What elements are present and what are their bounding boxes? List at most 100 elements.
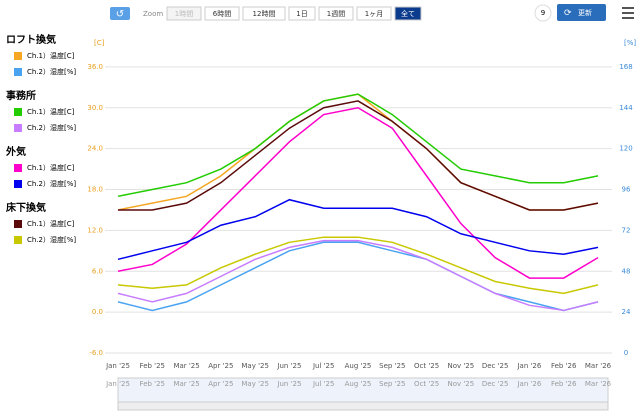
range-label: 12時間	[253, 10, 276, 18]
x-tick-label: Jan '26	[516, 362, 541, 370]
range-label: 1日	[296, 10, 307, 18]
x-tick-label: Aug '25	[345, 362, 372, 370]
back-button[interactable]	[110, 7, 130, 20]
navigator-label: Jan '26	[516, 380, 541, 388]
series-line	[117, 236, 599, 295]
range-label: 1ヶ月	[365, 10, 383, 18]
series-line	[117, 198, 599, 261]
navigator-label: Jan '25	[105, 380, 130, 388]
navigator-label: Feb '25	[140, 380, 165, 388]
y2-tick-label: 168	[619, 63, 632, 71]
x-tick-label: Jan '25	[105, 362, 130, 370]
legend-swatch[interactable]	[14, 236, 22, 244]
legend-swatch[interactable]	[14, 68, 22, 76]
legend-swatch[interactable]	[14, 164, 22, 172]
x-tick-label: Jun '25	[276, 362, 301, 370]
legend-label: Ch.2）湿度[%]	[27, 235, 76, 244]
back-icon: ↺	[116, 9, 124, 20]
navigator-label: Dec '25	[482, 380, 509, 388]
x-tick-label: Feb '25	[140, 362, 165, 370]
y-tick-label: 12.0	[87, 226, 103, 234]
navigator-label: May '25	[241, 380, 269, 388]
navigator-label: Sep '25	[379, 380, 405, 388]
range-button[interactable]	[356, 6, 392, 21]
y2-tick-label: 0	[624, 349, 628, 357]
legend-swatch[interactable]	[14, 180, 22, 188]
legend-label: Ch.2）湿度[%]	[27, 123, 76, 132]
legend-group: 外気	[5, 145, 26, 158]
range-label: 1週間	[327, 9, 345, 18]
navigator-label: Mar '26	[585, 380, 612, 388]
y2-tick-label: 120	[619, 145, 632, 153]
navigator-label: Mar '25	[173, 380, 199, 388]
x-tick-label: Oct '25	[414, 362, 439, 370]
y2-tick-label: 72	[622, 226, 631, 234]
navigator-label: Jun '25	[276, 380, 301, 388]
legend-swatch[interactable]	[14, 220, 22, 228]
y-tick-label: -6.0	[89, 349, 103, 357]
scrollbar[interactable]	[117, 401, 609, 411]
range-button[interactable]	[394, 6, 422, 21]
series-line	[117, 106, 599, 279]
legend-swatch[interactable]	[14, 124, 22, 132]
zoom-label: Zoom	[143, 10, 163, 18]
x-tick-label: Jul '25	[312, 362, 335, 370]
navigator-label: Apr '25	[208, 380, 233, 388]
x-tick-label: Mar '26	[585, 362, 612, 370]
update-button[interactable]	[557, 4, 606, 21]
y-tick-label: 30.0	[87, 104, 103, 112]
x-tick-label: Dec '25	[482, 362, 509, 370]
x-tick-label: Nov '25	[447, 362, 474, 370]
range-label: 6時間	[213, 10, 231, 18]
series-line	[117, 93, 599, 198]
x-tick-label: Feb '26	[551, 362, 577, 370]
y-tick-label: 18.0	[87, 186, 103, 194]
legend-swatch[interactable]	[14, 108, 22, 116]
series-line	[117, 241, 599, 312]
y2-tick-label: 48	[622, 267, 631, 275]
navigator-label: Jul '25	[312, 380, 335, 388]
update-label: 更新	[578, 8, 592, 17]
legend-group: 床下換気	[6, 201, 46, 214]
y-axis-unit: [C]	[94, 39, 105, 47]
navigator-label: Aug '25	[345, 380, 372, 388]
x-tick-label: May '25	[241, 362, 269, 370]
range-button[interactable]	[204, 6, 240, 21]
counter-ring	[534, 4, 552, 22]
series-line	[117, 239, 599, 312]
legend-label: Ch.2）湿度[%]	[27, 67, 76, 76]
legend-label: Ch.1）温度[C]	[27, 51, 75, 60]
update-icon: ⟳	[564, 9, 572, 19]
y-tick-label: 36.0	[87, 63, 103, 71]
legend-group: ロフト換気	[6, 33, 56, 46]
y2-axis-unit: [%]	[624, 39, 636, 47]
navigator-label: Nov '25	[447, 380, 474, 388]
legend-label: Ch.1）温度[C]	[27, 107, 75, 116]
x-tick-label: Mar '25	[173, 362, 199, 370]
navigator-label: Oct '25	[414, 380, 439, 388]
range-label: 1時間	[175, 10, 193, 18]
range-label: 全て	[401, 9, 415, 18]
y2-tick-label: 24	[622, 308, 631, 316]
series-line	[117, 93, 599, 211]
navigator-label: Feb '26	[551, 380, 577, 388]
range-button[interactable]	[288, 6, 316, 21]
menu-icon[interactable]	[622, 7, 634, 19]
legend-swatch[interactable]	[14, 52, 22, 60]
x-tick-label: Sep '25	[379, 362, 405, 370]
counter: 9	[541, 9, 545, 17]
legend-group: 事務所	[6, 89, 36, 102]
legend-label: Ch.1）温度[C]	[27, 219, 75, 228]
range-button	[166, 6, 202, 21]
range-button[interactable]	[242, 6, 286, 21]
x-tick-label: Apr '25	[208, 362, 233, 370]
y-tick-label: 24.0	[87, 145, 103, 153]
series-line	[118, 100, 599, 211]
y2-tick-label: 144	[619, 104, 633, 112]
range-button[interactable]	[318, 6, 354, 21]
y2-tick-label: 96	[622, 186, 631, 194]
legend-label: Ch.2）湿度[%]	[27, 179, 76, 188]
y-tick-label: 0.0	[92, 308, 103, 316]
legend-label: Ch.1）温度[C]	[27, 163, 75, 172]
